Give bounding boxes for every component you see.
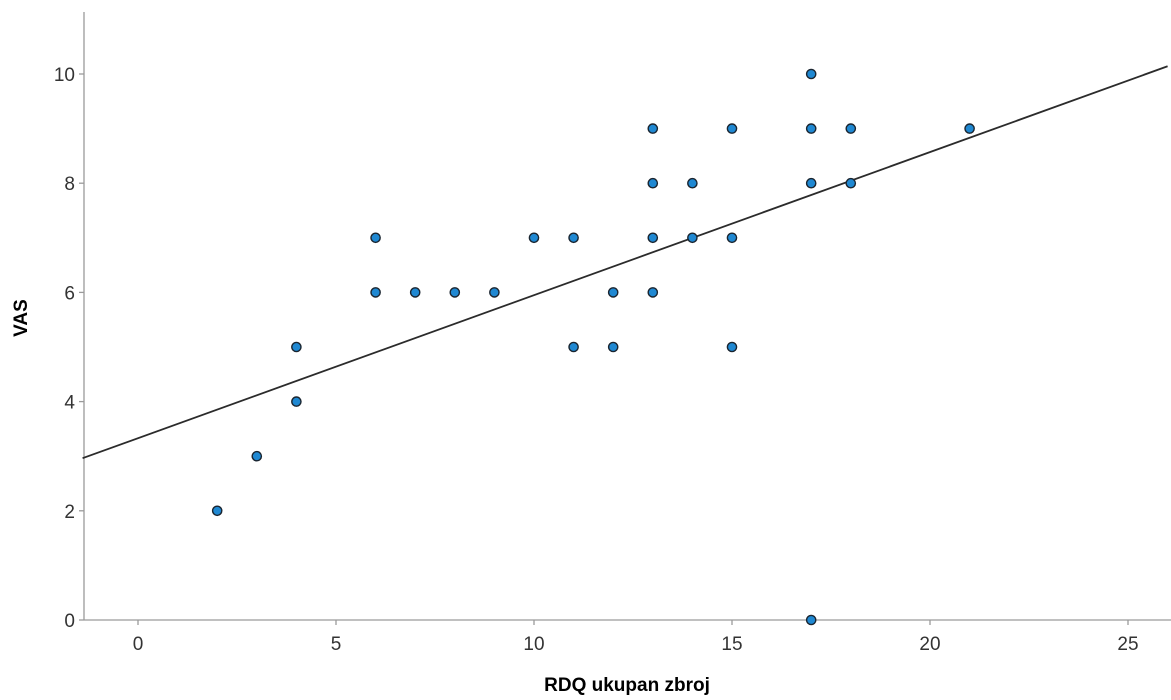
data-point bbox=[647, 287, 659, 298]
fit-line bbox=[82, 65, 1168, 460]
x-tick-label: 25 bbox=[1117, 634, 1138, 655]
x-tick-label: 20 bbox=[919, 634, 940, 655]
data-point bbox=[726, 123, 738, 134]
y-tick-label: 4 bbox=[64, 393, 75, 414]
y-tick-label: 0 bbox=[64, 611, 75, 632]
y-tick-label: 2 bbox=[64, 502, 75, 523]
data-point bbox=[687, 177, 698, 189]
y-tick-label: 6 bbox=[64, 283, 75, 304]
data-point bbox=[805, 614, 817, 626]
data-point bbox=[449, 287, 461, 298]
data-point bbox=[647, 123, 659, 134]
data-point bbox=[805, 68, 817, 80]
data-point bbox=[726, 341, 738, 353]
data-point bbox=[607, 287, 619, 298]
x-tick-label: 5 bbox=[331, 634, 342, 655]
data-point bbox=[647, 177, 659, 189]
y-tick-label: 10 bbox=[54, 65, 75, 86]
data-point bbox=[568, 232, 579, 244]
data-point bbox=[805, 177, 817, 189]
x-tick-label: 10 bbox=[523, 634, 544, 655]
data-point bbox=[647, 232, 659, 244]
data-point bbox=[211, 505, 223, 517]
data-point bbox=[409, 287, 421, 298]
y-ticks: 0 2 4 6 8 10 bbox=[54, 65, 84, 632]
data-point bbox=[528, 232, 540, 244]
x-axis-title: RDQ ukupan zbroj bbox=[544, 675, 710, 696]
data-point bbox=[845, 123, 857, 134]
data-point bbox=[964, 123, 975, 134]
x-tick-label: 0 bbox=[133, 634, 144, 655]
data-point bbox=[370, 287, 381, 298]
axes bbox=[83, 12, 1171, 621]
x-tick-label: 15 bbox=[721, 634, 742, 655]
y-axis-title: VAS bbox=[11, 299, 32, 337]
data-point bbox=[607, 341, 619, 353]
data-point bbox=[726, 232, 738, 244]
x-ticks: 0 5 10 15 20 25 bbox=[133, 620, 1139, 655]
data-point bbox=[251, 450, 263, 462]
data-point bbox=[291, 396, 302, 407]
data-point bbox=[687, 232, 698, 244]
y-tick-label: 8 bbox=[64, 174, 75, 195]
data-points bbox=[211, 68, 975, 626]
data-point bbox=[568, 341, 579, 353]
data-point bbox=[370, 232, 381, 244]
data-point bbox=[805, 123, 817, 134]
data-point bbox=[291, 341, 302, 353]
data-point bbox=[489, 287, 500, 298]
data-point bbox=[845, 177, 857, 189]
